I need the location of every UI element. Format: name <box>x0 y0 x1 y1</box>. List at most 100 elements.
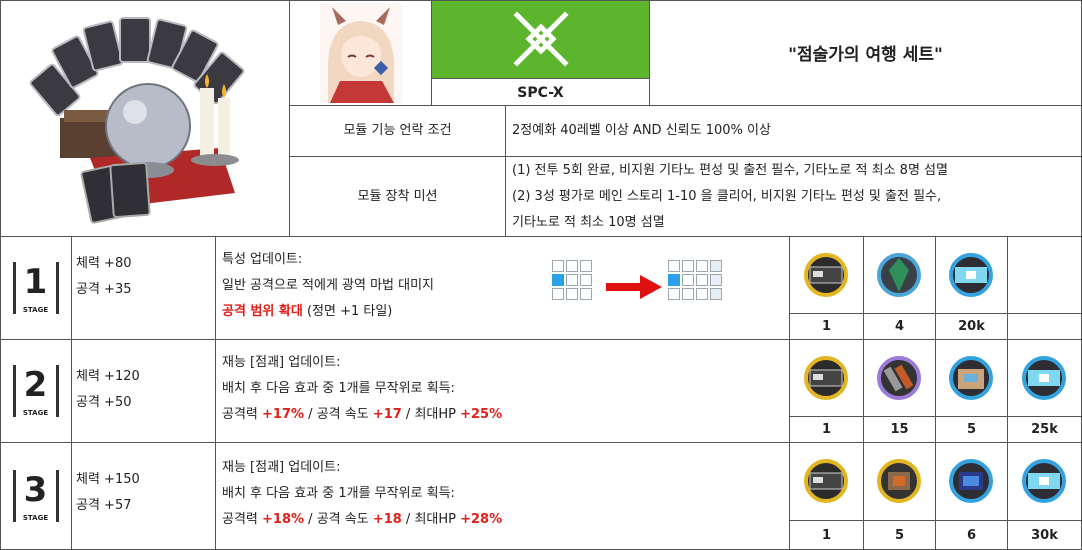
effect-separator: / <box>401 512 415 527</box>
material-qty: 4 <box>864 314 936 340</box>
range-detail-text: (정면 +1 타일) <box>302 304 393 319</box>
module-title: "점술가의 여행 세트" <box>650 0 1082 106</box>
stat-atk: 공격 +50 <box>76 395 132 410</box>
mission-line-3: 기타노로 적 최소 10명 섬멸 <box>512 215 665 230</box>
stage-number: 2 <box>23 365 48 405</box>
effect-value: +17% <box>262 407 305 422</box>
cutting-fluid-icon[interactable] <box>877 356 921 400</box>
material-slot <box>936 237 1008 314</box>
stage-word: STAGE <box>22 409 49 417</box>
material-slot <box>936 340 1008 417</box>
material-slot <box>1008 340 1082 417</box>
stage-badge-2: 2 STAGE <box>0 340 72 443</box>
stage-1-description: 특성 업데이트: 일반 공격으로 적에게 광역 마법 대미지 공격 범위 확대 … <box>216 237 790 340</box>
material-qty: 15 <box>864 417 936 443</box>
stage-badge-1: 1 STAGE <box>0 237 72 340</box>
effect-separator: / <box>304 512 317 527</box>
stage-3-stats: 체력 +150 공격 +57 <box>72 443 216 550</box>
effect-value: +18% <box>262 512 305 527</box>
lmd-bills-icon[interactable] <box>1022 459 1066 503</box>
material-slot <box>790 237 864 314</box>
stage-2-stats: 체력 +120 공격 +50 <box>72 340 216 443</box>
unlock-condition-value: 2정예화 40레벨 이상 AND 신뢰도 100% 이상 <box>506 106 1082 157</box>
stage-3-description: 재능 [점괘] 업데이트: 배치 후 다음 효과 중 1개를 무작위로 획득: … <box>216 443 790 550</box>
lmd-bills-icon[interactable] <box>949 253 993 297</box>
effect-label: 공격 속도 <box>316 407 373 422</box>
mission-label: 모듈 장착 미션 <box>290 157 506 237</box>
data-supplement-box-icon[interactable] <box>949 356 993 400</box>
material-qty: 5 <box>864 521 936 550</box>
stage-1-stats: 체력 +80 공격 +35 <box>72 237 216 340</box>
module-image <box>0 0 290 237</box>
effect-label: 공격력 <box>222 512 263 527</box>
stat-atk: 공격 +57 <box>76 498 132 513</box>
polymerization-preparation-icon[interactable] <box>949 459 993 503</box>
desc-line: 배치 후 다음 효과 중 1개를 무작위로 획득: <box>222 486 455 501</box>
effect-value: +17 <box>372 407 402 422</box>
stat-hp: 체력 +120 <box>76 369 140 384</box>
stat-hp: 체력 +150 <box>76 472 140 487</box>
fortune-teller-set-icon <box>29 17 244 224</box>
effect-label: 공격력 <box>222 407 263 422</box>
effect-value: +18 <box>372 512 402 527</box>
material-qty: 1 <box>790 314 864 340</box>
mission-line-2: (2) 3성 평가로 메인 스토리 1-10 을 클리어, 비지원 기타노 편성… <box>512 189 942 204</box>
stage-number: 1 <box>23 262 48 302</box>
effects-line: 공격력 +17% / 공격 속도 +17 / 최대HP +25% <box>222 402 789 428</box>
desc-title: 재능 [점괘] 업데이트: <box>222 355 341 370</box>
module-data-block-icon[interactable] <box>804 253 848 297</box>
module-code: SPC-X <box>432 78 649 105</box>
range-expansion-text: 공격 범위 확대 <box>222 304 303 319</box>
material-qty-empty <box>1008 314 1082 340</box>
material-slot-empty <box>1008 237 1082 314</box>
range-after-grid <box>668 260 722 300</box>
material-slot <box>790 443 864 521</box>
desc-title: 특성 업데이트: <box>222 252 303 267</box>
operator-portrait <box>290 0 432 106</box>
material-slot <box>1008 443 1082 521</box>
stage-icon-frame: 1 STAGE <box>12 262 59 314</box>
material-slot <box>936 443 1008 521</box>
module-type-banner <box>432 0 649 78</box>
stage-icon-frame: 3 STAGE <box>12 470 59 522</box>
crystalline-circuit-icon[interactable] <box>877 459 921 503</box>
mission-line-1: (1) 전투 5회 완료, 비지원 기타노 편성 및 출전 필수, 기타노로 적… <box>512 163 948 178</box>
material-qty: 20k <box>936 314 1008 340</box>
module-type-badge: SPC-X <box>432 0 650 106</box>
stage-number: 3 <box>23 470 48 510</box>
desc-line: 일반 공격으로 적에게 광역 마법 대미지 <box>222 278 435 293</box>
stage-word: STAGE <box>22 514 49 522</box>
unlock-condition-label: 모듈 기능 언락 조건 <box>290 106 506 157</box>
material-slot <box>790 340 864 417</box>
material-qty: 1 <box>790 521 864 550</box>
effect-separator: / <box>401 407 415 422</box>
desc-range-line: 공격 범위 확대 (정면 +1 타일) <box>222 299 789 325</box>
effect-value: +25% <box>460 407 503 422</box>
module-data-block-icon[interactable] <box>804 459 848 503</box>
effect-label: 최대HP <box>414 512 461 527</box>
operator-avatar <box>319 2 402 103</box>
material-slot <box>864 237 936 314</box>
lmd-bills-icon[interactable] <box>1022 356 1066 400</box>
stage-word: STAGE <box>22 306 49 314</box>
material-qty: 5 <box>936 417 1008 443</box>
effect-label: 공격 속도 <box>316 512 373 527</box>
effect-label: 최대HP <box>414 407 461 422</box>
effect-value: +28% <box>460 512 503 527</box>
crystal-component-icon[interactable] <box>877 253 921 297</box>
module-data-block-icon[interactable] <box>804 356 848 400</box>
stat-atk: 공격 +35 <box>76 282 132 297</box>
material-slot <box>864 443 936 521</box>
effects-line: 공격력 +18% / 공격 속도 +18 / 최대HP +28% <box>222 507 789 533</box>
arrow-right-icon <box>606 275 662 299</box>
range-before-grid <box>552 260 606 300</box>
material-slot <box>864 340 936 417</box>
material-qty: 30k <box>1008 521 1082 550</box>
stage-icon-frame: 2 STAGE <box>12 365 59 417</box>
spc-x-icon <box>512 11 569 67</box>
material-qty: 1 <box>790 417 864 443</box>
stage-badge-3: 3 STAGE <box>0 443 72 550</box>
stat-hp: 체력 +80 <box>76 256 132 271</box>
desc-title: 재능 [점괘] 업데이트: <box>222 460 341 475</box>
